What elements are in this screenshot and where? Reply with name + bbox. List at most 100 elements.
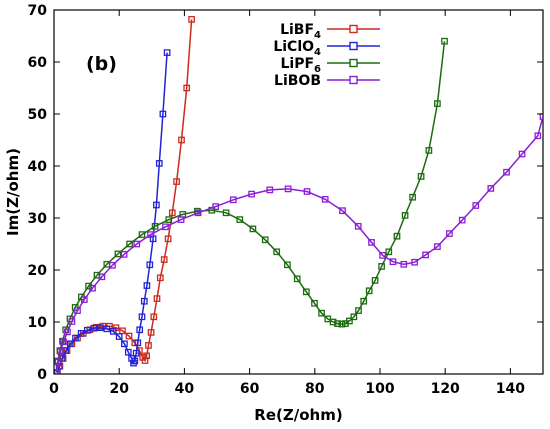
legend-label: LiPF6 [280,56,321,75]
data-point [54,369,60,374]
data-point [401,212,409,219]
data-point [434,100,441,107]
data-point [385,248,393,256]
series-line [55,41,446,373]
data-point [266,186,274,194]
data-point [284,261,291,269]
data-point [350,313,358,321]
y-tick-label: 10 [28,315,48,331]
data-point [90,324,98,332]
y-tick-label: 0 [37,367,47,383]
data-point [150,313,158,321]
data-point [354,222,362,230]
data-point [346,317,353,325]
panel-label: (b) [86,53,117,75]
series-line [56,19,193,374]
y-tick-label: 40 [28,159,48,175]
legend-item: LiClO4 [273,39,380,58]
data-point [72,334,79,342]
data-point [371,277,379,284]
data-point [441,37,448,45]
data-point [140,297,148,305]
data-point [249,225,257,233]
data-point [77,330,85,337]
data-point [311,299,318,307]
data-point [409,193,416,201]
data-point [133,240,141,248]
data-point [318,309,325,317]
data-point [124,348,132,356]
axis-ticks: 0 20 40 60 80 100 120 140 0 10 20 30 40 50 60 70 [28,3,543,397]
data-point [229,196,237,204]
y-tick-label: 20 [28,263,48,279]
legend-marker [349,75,358,85]
x-tick-label: 100 [365,381,394,397]
x-tick-label: 140 [496,381,525,397]
data-point [188,16,195,23]
data-point [109,328,117,335]
legend-marker [349,24,358,34]
series-lipf6 [54,37,448,374]
data-point [417,173,425,180]
data-point [339,207,346,215]
data-point [143,282,151,289]
data-point [212,203,220,210]
data-point [293,275,301,283]
data-point [66,340,74,348]
data-point [153,201,160,209]
data-point [177,216,185,223]
x-tick-label: 0 [49,381,59,397]
y-tick-label: 30 [28,211,48,227]
data-point [138,231,146,238]
data-point [120,251,128,258]
data-point [145,342,152,349]
data-point [487,185,495,192]
data-point [109,261,116,269]
data-point [151,222,159,230]
x-tick-label: 120 [431,381,460,397]
data-point [155,160,163,167]
data-point [164,235,172,243]
data-point [159,110,167,118]
data-point [165,216,173,223]
legend-item: LiBOB [274,73,380,89]
data-point [121,340,128,348]
data-point [156,274,164,282]
data-point [153,295,161,302]
series-libf4 [54,16,195,374]
data-point [126,240,133,248]
legend-label: LiBOB [274,73,321,89]
y-tick-label: 60 [28,55,48,71]
data-point [393,232,401,240]
data-point [147,329,155,336]
data-point [194,209,202,217]
data-point [115,333,123,340]
data-point [98,273,106,281]
data-point [338,320,346,328]
data-point [141,357,149,364]
plot-frame [53,9,544,375]
data-point [222,209,230,217]
data-point [425,147,433,154]
x-tick-label: 80 [305,381,325,397]
data-point [400,260,408,268]
data-point [160,256,168,263]
data-point [329,318,337,326]
data-point [138,313,146,321]
data-point [261,236,269,244]
data-point [303,188,311,195]
data-point [248,190,255,198]
data-point [302,288,310,296]
data-point [131,357,139,365]
data-point [434,243,441,250]
data-point [60,338,67,346]
data-point [125,332,133,340]
data-point [183,84,191,92]
data-point [365,287,373,295]
data-point [80,296,88,303]
data-point [163,49,171,56]
y-tick-label: 70 [28,3,48,19]
data-point [518,150,526,158]
